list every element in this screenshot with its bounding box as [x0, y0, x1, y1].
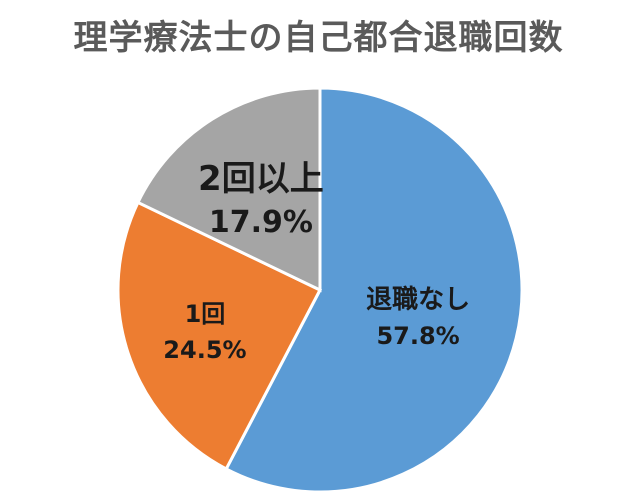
pie-slices	[116, 86, 524, 494]
slice-value-1: 57.8%	[376, 322, 459, 350]
slice-value-2: 24.5%	[163, 336, 246, 364]
slice-value-3: 17.9%	[209, 205, 313, 240]
pie-slice-3	[135, 86, 322, 293]
slice-label-1: 退職なし	[366, 285, 470, 315]
slice-labels: 退職なし 57.8% 1回 24.5% 2回以上 17.9%	[163, 159, 470, 364]
pie-slice-2	[116, 200, 323, 471]
slice-label-2: 1回	[185, 300, 226, 328]
slice-label-3: 2回以上	[198, 159, 324, 199]
chart-title: 理学療法士の自己都合退職回数	[73, 18, 564, 58]
pie-slice-1	[224, 86, 524, 494]
